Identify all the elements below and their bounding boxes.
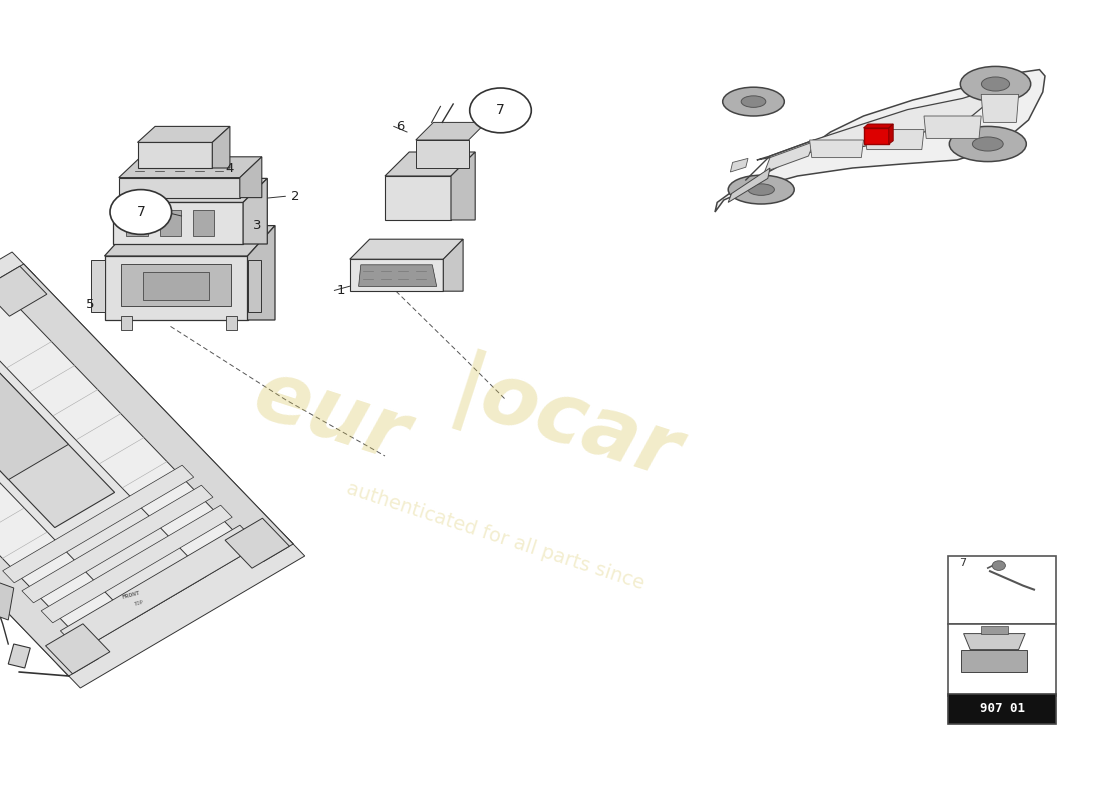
Polygon shape — [981, 626, 1008, 634]
Text: 907 01: 907 01 — [980, 702, 1024, 715]
Polygon shape — [764, 142, 814, 172]
Polygon shape — [757, 78, 1012, 160]
Polygon shape — [45, 624, 110, 674]
Polygon shape — [60, 526, 260, 651]
Text: FRONT: FRONT — [122, 590, 141, 600]
Polygon shape — [350, 239, 463, 259]
Polygon shape — [0, 333, 114, 528]
Polygon shape — [9, 644, 30, 668]
Polygon shape — [0, 378, 99, 676]
Polygon shape — [113, 178, 267, 202]
Polygon shape — [0, 252, 35, 408]
Text: eur: eur — [244, 354, 418, 478]
Ellipse shape — [960, 66, 1031, 102]
Text: TOP: TOP — [134, 599, 144, 607]
Polygon shape — [964, 634, 1025, 650]
Text: 7: 7 — [496, 103, 505, 118]
Polygon shape — [715, 70, 1045, 212]
Polygon shape — [864, 128, 889, 144]
Polygon shape — [889, 124, 893, 144]
Polygon shape — [350, 259, 443, 291]
Polygon shape — [443, 239, 463, 291]
Polygon shape — [0, 266, 47, 316]
Text: |ocar: |ocar — [440, 348, 689, 500]
Text: 7: 7 — [136, 205, 145, 219]
Circle shape — [470, 88, 531, 133]
Polygon shape — [0, 264, 293, 676]
Polygon shape — [226, 518, 289, 568]
Polygon shape — [248, 226, 275, 320]
Polygon shape — [948, 624, 1056, 696]
Polygon shape — [865, 130, 924, 150]
Polygon shape — [924, 116, 981, 138]
Polygon shape — [810, 140, 864, 158]
Polygon shape — [0, 580, 13, 620]
Text: authenticated for all parts since: authenticated for all parts since — [344, 478, 646, 594]
Polygon shape — [104, 226, 275, 256]
Polygon shape — [416, 122, 486, 140]
Text: 1: 1 — [337, 284, 345, 297]
Polygon shape — [160, 210, 182, 236]
Polygon shape — [864, 124, 893, 128]
Polygon shape — [226, 316, 236, 330]
Polygon shape — [981, 94, 1019, 122]
Polygon shape — [126, 210, 148, 236]
Polygon shape — [948, 694, 1056, 724]
Text: 5: 5 — [86, 298, 95, 310]
Circle shape — [992, 561, 1005, 570]
Polygon shape — [119, 178, 240, 198]
Polygon shape — [121, 264, 231, 306]
Polygon shape — [240, 157, 262, 198]
Polygon shape — [0, 264, 293, 562]
Text: 7: 7 — [959, 558, 966, 568]
Circle shape — [110, 190, 172, 234]
Ellipse shape — [748, 184, 774, 195]
Polygon shape — [91, 260, 104, 312]
Polygon shape — [730, 158, 748, 172]
Polygon shape — [243, 178, 267, 244]
Polygon shape — [728, 168, 770, 202]
Text: 2: 2 — [292, 190, 300, 202]
Text: 4: 4 — [226, 162, 234, 174]
Polygon shape — [138, 126, 230, 142]
Polygon shape — [248, 260, 261, 312]
Polygon shape — [119, 157, 262, 178]
Ellipse shape — [981, 77, 1010, 91]
Text: 3: 3 — [253, 219, 262, 232]
Ellipse shape — [949, 126, 1026, 162]
Ellipse shape — [723, 87, 784, 116]
Polygon shape — [192, 210, 215, 236]
Text: 6: 6 — [396, 120, 405, 133]
Polygon shape — [961, 650, 1027, 672]
Ellipse shape — [972, 137, 1003, 151]
Polygon shape — [385, 176, 451, 220]
Polygon shape — [113, 202, 243, 244]
Polygon shape — [359, 265, 437, 286]
Polygon shape — [41, 506, 232, 622]
Polygon shape — [138, 142, 212, 168]
Polygon shape — [0, 320, 207, 620]
Polygon shape — [0, 333, 68, 480]
Polygon shape — [948, 556, 1056, 624]
Ellipse shape — [728, 175, 794, 204]
Polygon shape — [2, 465, 194, 582]
Polygon shape — [104, 256, 248, 320]
Polygon shape — [143, 272, 209, 300]
Polygon shape — [451, 152, 475, 220]
Polygon shape — [22, 485, 213, 603]
Ellipse shape — [741, 96, 766, 107]
Polygon shape — [385, 152, 475, 176]
Polygon shape — [212, 126, 230, 168]
Polygon shape — [416, 140, 469, 168]
Polygon shape — [121, 316, 132, 330]
Polygon shape — [57, 532, 305, 688]
